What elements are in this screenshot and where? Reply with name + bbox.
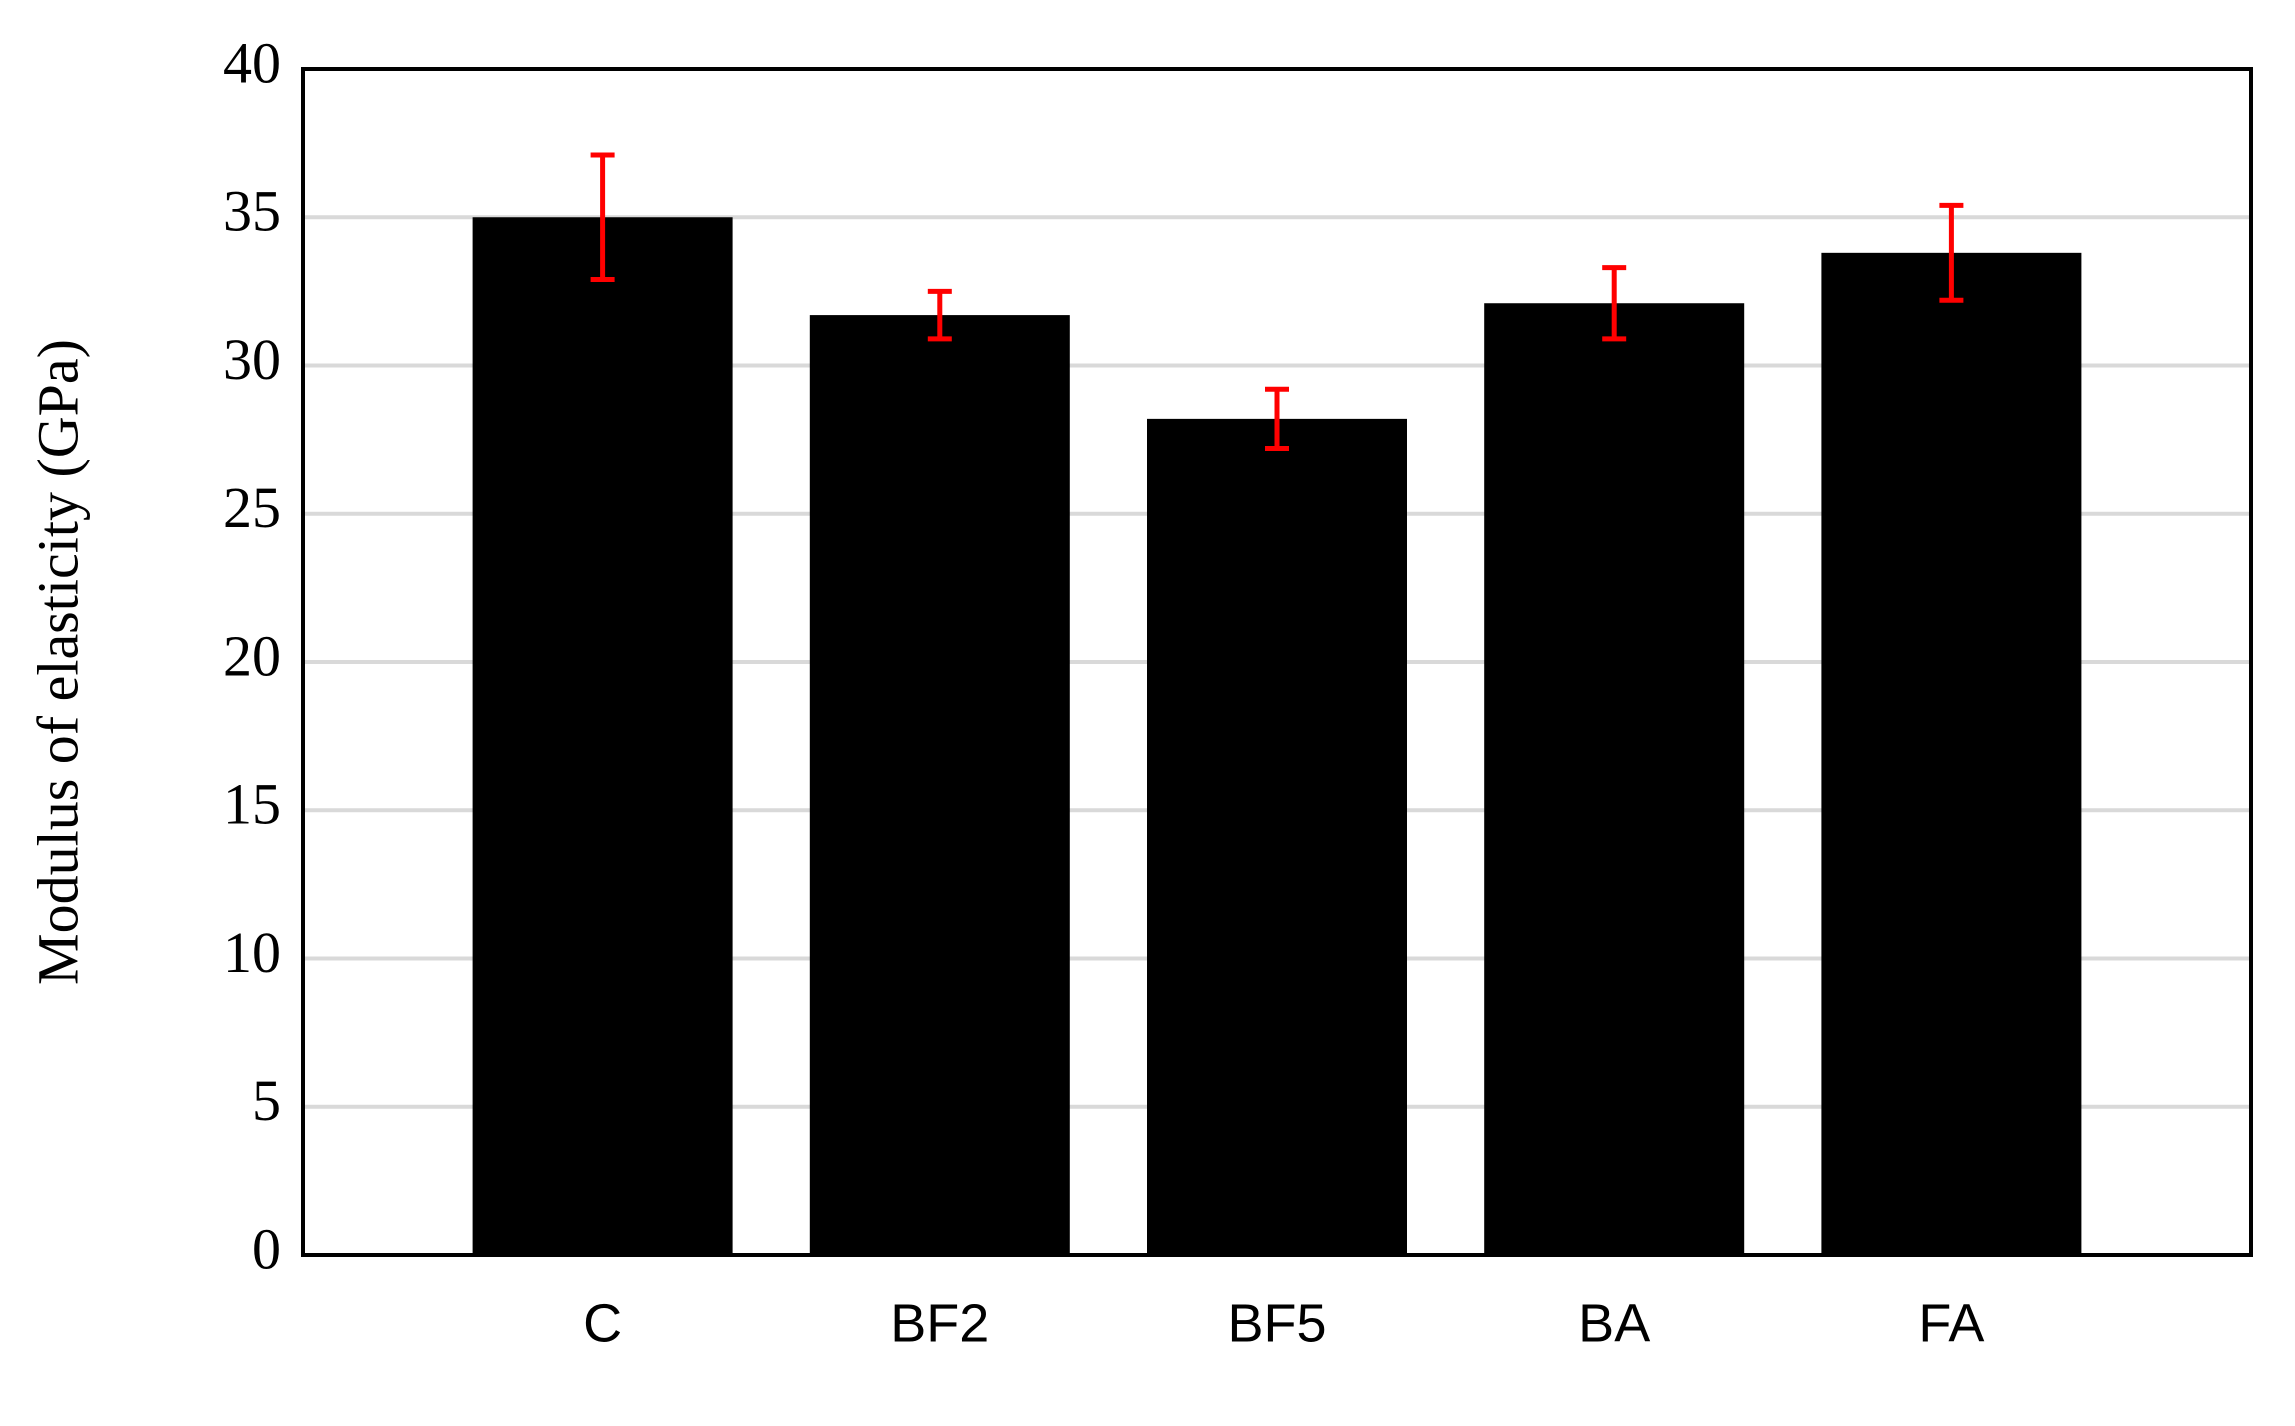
bar — [1147, 418, 1407, 1255]
error-bar — [1939, 202, 1964, 303]
y-tick-label: 30 — [223, 327, 281, 392]
error-bar — [1602, 265, 1627, 342]
y-axis-title: Modulus of elasticity (GPa) — [25, 339, 90, 985]
y-tick-label: 40 — [223, 30, 281, 95]
x-tick-label: BF5 — [1227, 1293, 1326, 1353]
bar — [472, 217, 733, 1255]
y-tick-label: 5 — [252, 1068, 281, 1133]
error-bar — [1265, 386, 1289, 452]
y-tick-label: 0 — [252, 1216, 281, 1281]
y-tick-label: 20 — [223, 623, 281, 688]
x-tick-label: BA — [1578, 1293, 1650, 1353]
y-tick-label: 25 — [223, 475, 281, 540]
bar — [809, 315, 1070, 1256]
plot-frame — [301, 67, 2253, 1257]
bar — [1821, 252, 2082, 1255]
bar — [1484, 303, 1745, 1255]
y-tick-label: 10 — [223, 920, 281, 985]
y-tick-label: 35 — [223, 179, 281, 244]
error-bar — [927, 288, 952, 342]
x-tick-label: BF2 — [890, 1293, 989, 1353]
x-tick-label: C — [583, 1293, 622, 1353]
x-tick-label: FA — [1918, 1293, 1984, 1353]
error-bar — [590, 152, 615, 283]
y-tick-label: 15 — [223, 772, 281, 837]
